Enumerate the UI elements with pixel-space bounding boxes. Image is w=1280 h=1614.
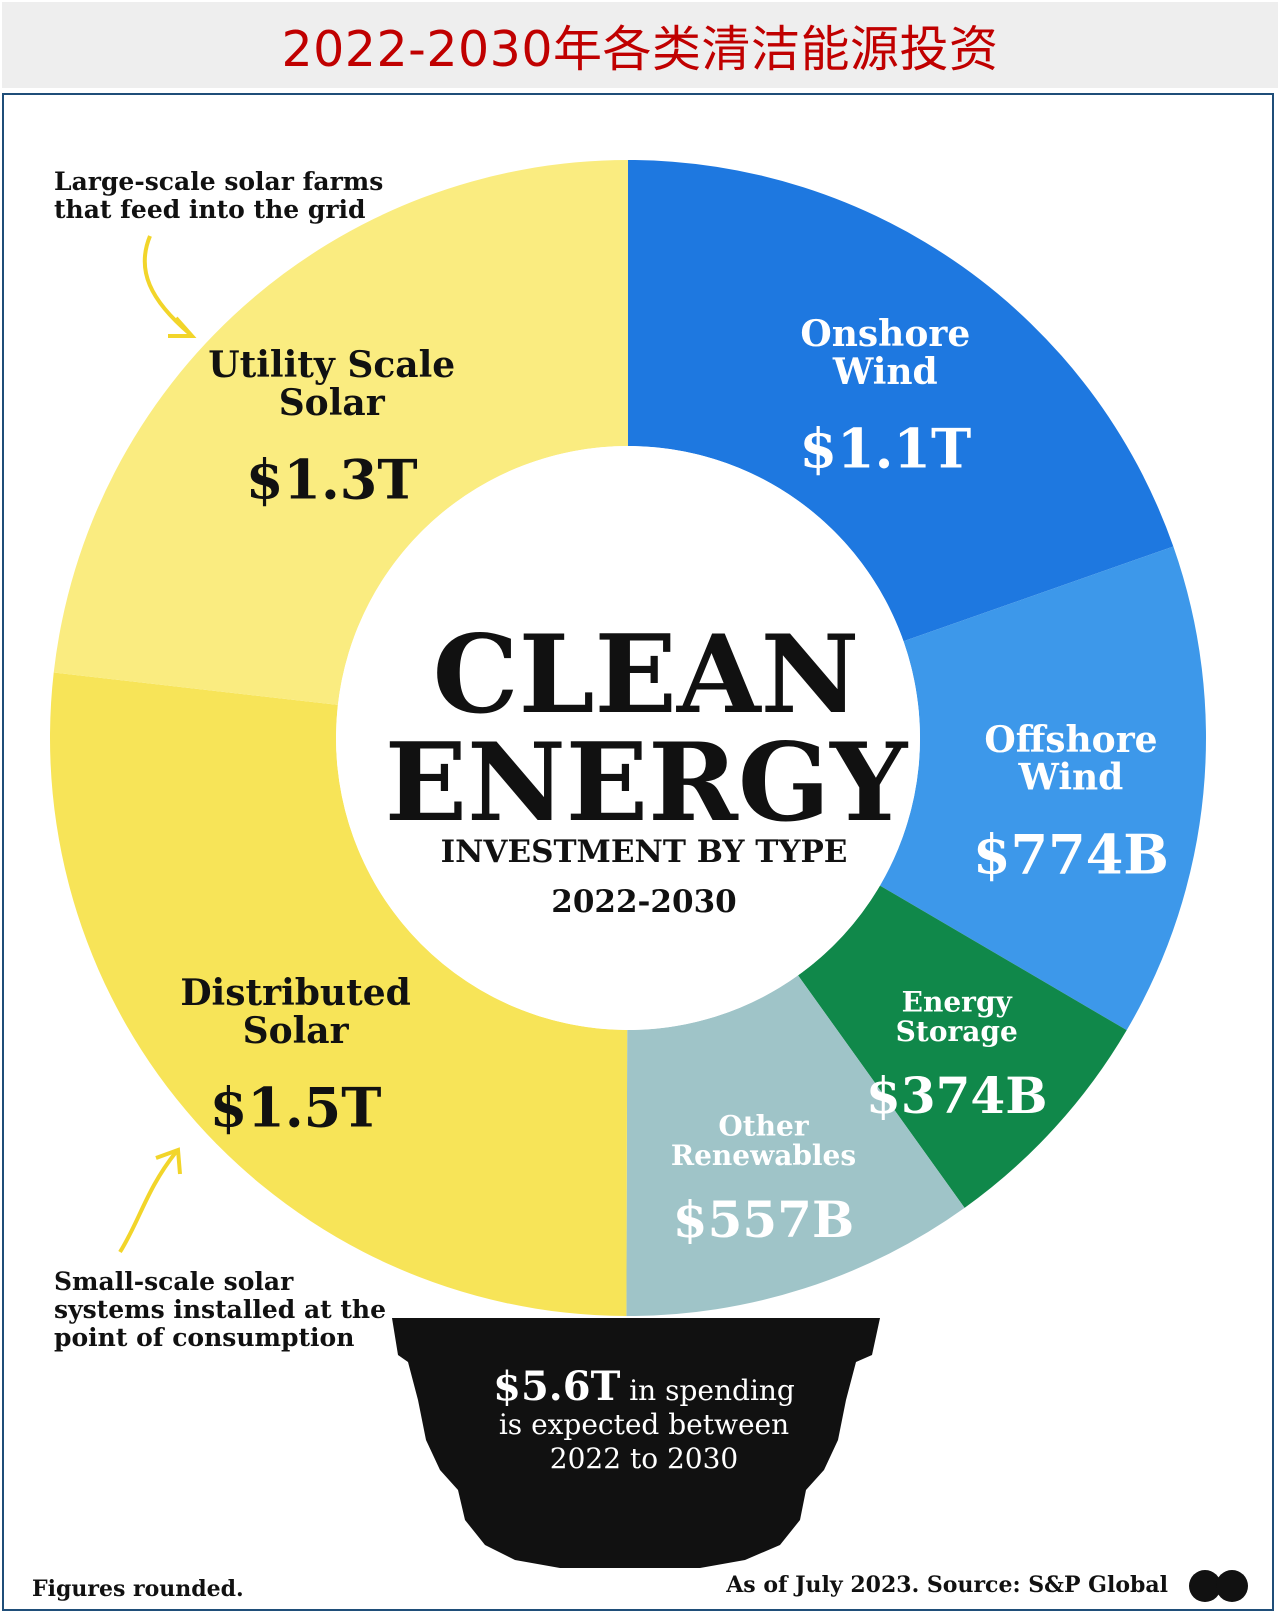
slice-name-label: Storage bbox=[896, 1015, 1018, 1048]
slice-name-label: Distributed bbox=[180, 972, 410, 1014]
center-subtitle: INVESTMENT BY TYPE bbox=[441, 834, 848, 870]
total-rest: in spending bbox=[620, 1374, 795, 1407]
arrow-icon bbox=[118, 1150, 178, 1254]
slice-name-label: Onshore bbox=[800, 313, 970, 355]
center-years: 2022-2030 bbox=[551, 884, 736, 920]
slice-name-label: Wind bbox=[1018, 757, 1124, 799]
total-spending-line2: is expected between bbox=[499, 1408, 789, 1441]
arrowhead-icon bbox=[155, 1147, 182, 1175]
total-spending-line1: $5.6T in spending bbox=[493, 1363, 795, 1410]
distributed-note-line1: Small-scale solar bbox=[54, 1267, 294, 1296]
center-title-line2: ENERGY bbox=[385, 720, 909, 846]
publisher-logo-icon bbox=[1189, 1570, 1248, 1602]
utility-note-line1: Large-scale solar farms bbox=[54, 167, 383, 196]
slice-name-label: Solar bbox=[243, 1010, 350, 1052]
slice-onshore-wind bbox=[628, 160, 1174, 642]
chart-header-banner: 2022-2030年各类清洁能源投资 bbox=[2, 2, 1278, 88]
slice-other-renewables bbox=[626, 975, 965, 1316]
distributed-note-line2: systems installed at the bbox=[54, 1295, 386, 1324]
arrowhead-icon bbox=[168, 316, 197, 338]
slice-name-label: Renewables bbox=[671, 1139, 856, 1172]
arrow-icon bbox=[142, 235, 192, 336]
distributed-note-line3: point of consumption bbox=[54, 1323, 354, 1352]
slice-name-label: Offshore bbox=[984, 719, 1157, 761]
slice-value-label: $1.1T bbox=[799, 417, 971, 481]
slice-utility-scale-solar bbox=[53, 160, 628, 705]
center-title-line1: CLEAN bbox=[433, 612, 860, 738]
slice-name-label: Wind bbox=[832, 351, 938, 393]
utility-note-line2: that feed into the grid bbox=[54, 195, 366, 224]
bulb-base bbox=[392, 1318, 880, 1568]
slice-name-label: Energy bbox=[902, 986, 1013, 1019]
donut-hole bbox=[336, 446, 920, 1030]
slice-labels: OnshoreWind$1.1TOffshoreWind$774BEnergyS… bbox=[180, 313, 1169, 1249]
slice-value-label: $1.3T bbox=[246, 448, 418, 512]
slice-name-label: Utility Scale bbox=[208, 344, 455, 386]
total-value: $5.6T bbox=[493, 1363, 620, 1410]
footer-note: Figures rounded. bbox=[32, 1576, 244, 1602]
total-spending-line3: 2022 to 2030 bbox=[550, 1442, 738, 1475]
slice-name-label: Solar bbox=[279, 382, 386, 424]
slice-value-label: $1.5T bbox=[210, 1076, 382, 1140]
slice-energy-storage bbox=[798, 885, 1127, 1208]
chart-title: 2022-2030年各类清洁能源投资 bbox=[281, 20, 999, 78]
footer-source: As of July 2023. Source: S&P Global bbox=[725, 1572, 1168, 1598]
slice-value-label: $557B bbox=[673, 1190, 854, 1249]
slice-value-label: $374B bbox=[866, 1066, 1047, 1125]
slice-offshore-wind bbox=[879, 546, 1206, 1031]
slice-value-label: $774B bbox=[973, 822, 1169, 886]
slice-name-label: Other bbox=[718, 1109, 809, 1142]
donut-slices bbox=[50, 160, 1206, 1316]
slice-distributed-solar bbox=[50, 672, 628, 1316]
